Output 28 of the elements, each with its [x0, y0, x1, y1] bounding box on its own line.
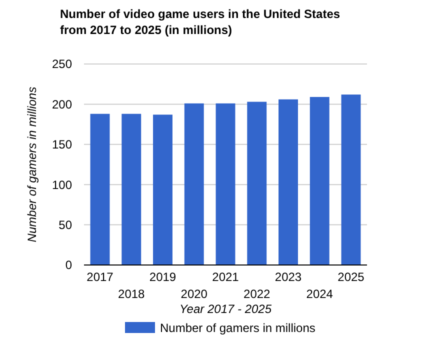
x-tick-label: 2020 — [180, 287, 208, 301]
y-tick-label: 0 — [65, 258, 72, 272]
x-tick-label: 2022 — [244, 287, 271, 301]
y-axis-title: Number of gamers in millions — [25, 86, 39, 242]
bar — [184, 103, 204, 265]
x-tick-label: 2025 — [338, 270, 365, 284]
bar — [216, 103, 236, 265]
legend-label: Number of gamers in millions — [160, 321, 316, 335]
bar — [278, 99, 298, 265]
y-tick-label: 50 — [58, 218, 72, 232]
x-tick-label: 2024 — [306, 287, 334, 301]
x-axis-title: Year 2017 - 2025 — [179, 302, 272, 316]
chart-title: Number of video game users in the United States from 2017 to 2025 (in millions) — [60, 7, 340, 37]
y-tick-label: 250 — [52, 57, 72, 72]
x-tick-label: 2018 — [118, 287, 146, 301]
x-tick-label: 2023 — [274, 270, 302, 284]
x-tick-label: 2017 — [86, 270, 114, 284]
bar — [153, 114, 172, 265]
x-tick-label: 2019 — [149, 270, 176, 284]
y-tick-label: 100 — [52, 178, 72, 192]
y-tick-label: 150 — [52, 138, 72, 152]
bar — [90, 114, 110, 265]
bar — [310, 96, 330, 265]
y-tick-label: 200 — [52, 97, 72, 112]
bar — [247, 102, 267, 265]
bar — [341, 94, 361, 265]
x-tick-label: 2021 — [212, 270, 240, 284]
bar — [122, 114, 142, 265]
